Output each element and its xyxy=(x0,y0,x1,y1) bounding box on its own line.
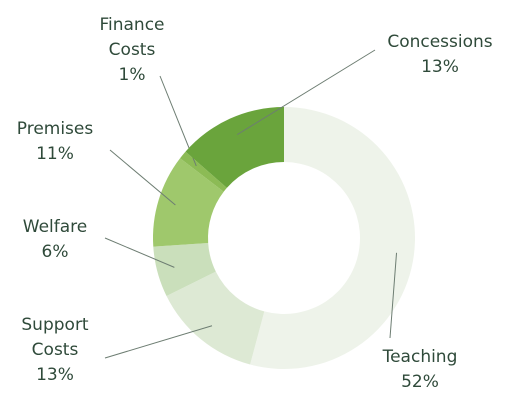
slice-label: Concessions 13% xyxy=(385,30,495,80)
leader-line xyxy=(389,252,398,339)
leader-line xyxy=(104,325,213,359)
percent-label: 11% xyxy=(36,144,74,164)
category-label: Welfare xyxy=(22,217,88,237)
leader-line xyxy=(236,49,376,136)
donut-slice xyxy=(153,158,224,247)
percent-label: 1% xyxy=(118,64,146,85)
percent-label: 13% xyxy=(421,57,459,77)
category-label: Teaching xyxy=(382,347,458,367)
slice-label: Teaching 52% xyxy=(365,345,475,395)
donut-slice xyxy=(250,107,415,369)
slice-label: Support Costs 13% xyxy=(0,313,110,388)
percent-label: 6% xyxy=(41,242,69,262)
leader-line xyxy=(104,237,175,268)
slice-label: Premises 11% xyxy=(0,117,110,167)
category-label: Concessions xyxy=(387,32,493,52)
donut-slice xyxy=(185,107,284,188)
slice-label: Welfare 6% xyxy=(0,215,110,265)
category-label: Finance Costs xyxy=(99,14,165,60)
percent-label: 52% xyxy=(401,372,439,392)
donut-slice xyxy=(166,271,265,365)
slice-label: Finance Costs 1% xyxy=(77,13,187,88)
leader-line xyxy=(109,149,176,206)
donut-slice xyxy=(180,151,227,192)
donut-slice xyxy=(153,242,216,296)
percent-label: 13% xyxy=(36,364,74,385)
category-label: Support Costs xyxy=(21,314,89,360)
category-label: Premises xyxy=(16,119,94,139)
